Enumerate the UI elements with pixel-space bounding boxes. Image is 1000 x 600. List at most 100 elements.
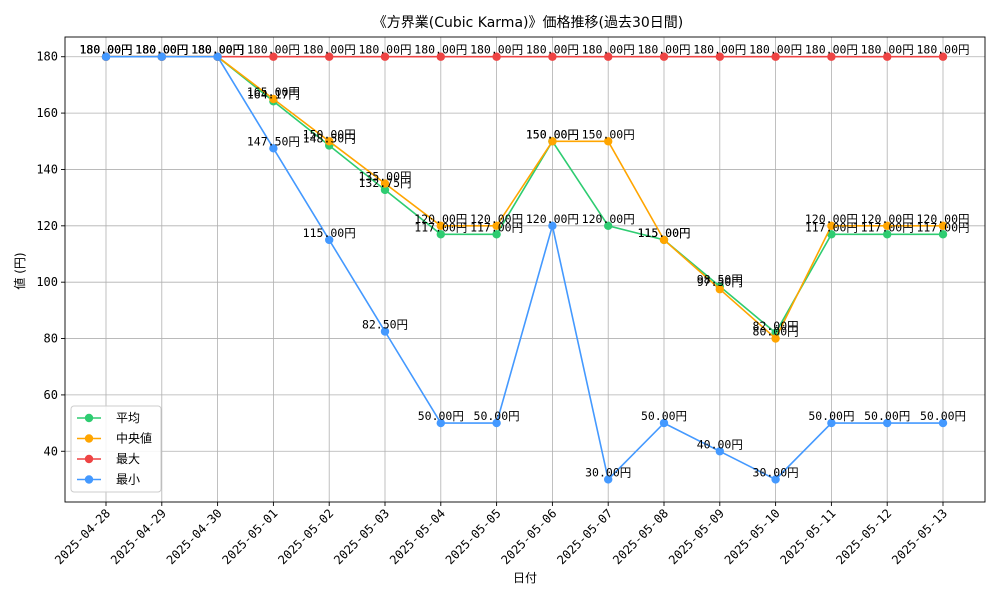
data-label: 180.00円 <box>916 43 969 57</box>
data-label: 97.50円 <box>697 275 743 289</box>
data-point <box>715 285 724 294</box>
data-label: 180.00円 <box>191 43 244 57</box>
legend-item: 最大 <box>77 452 140 466</box>
legend-label: 中央値 <box>116 431 152 446</box>
data-label: 180.00円 <box>135 43 188 57</box>
legend-marker <box>84 475 94 484</box>
legend-item: 中央値 <box>77 431 152 446</box>
series-line <box>106 55 943 482</box>
data-point <box>436 52 445 61</box>
data-point <box>436 418 445 428</box>
legend-marker <box>84 413 94 423</box>
data-point <box>771 52 780 61</box>
data-label: 180.00円 <box>191 43 244 57</box>
legend-label: 平均 <box>116 411 140 425</box>
y-tick-label: 40 <box>44 444 58 458</box>
data-label: 30.00円 <box>585 465 631 479</box>
data-label: 164.17円 <box>247 87 300 101</box>
data-point <box>771 334 780 343</box>
data-label: 180.00円 <box>191 43 244 57</box>
data-point <box>548 137 557 146</box>
data-label: 180.00円 <box>303 43 356 57</box>
data-label: 150.00円 <box>526 127 579 141</box>
data-label: 180.00円 <box>247 43 300 57</box>
data-label: 80.00円 <box>753 325 799 339</box>
data-label: 180.00円 <box>526 43 579 57</box>
y-tick-label: 60 <box>44 388 58 402</box>
data-label: 148.50円 <box>303 132 356 146</box>
data-label: 135.00円 <box>358 170 411 184</box>
chart-title: 《方界業(Cubic Karma)》価格推移(過去30日間) <box>373 15 683 31</box>
data-point <box>325 52 334 61</box>
y-tick-label: 80 <box>44 332 58 346</box>
data-label: 150.00円 <box>303 127 356 141</box>
legend-label: 最大 <box>116 452 140 466</box>
data-label: 147.50円 <box>247 134 300 148</box>
data-point <box>380 327 390 336</box>
y-tick-label: 120 <box>36 219 58 233</box>
data-label: 180.00円 <box>693 43 746 57</box>
data-point <box>938 52 948 61</box>
data-label: 117.00円 <box>805 220 858 234</box>
data-point <box>436 221 445 231</box>
data-label: 115.00円 <box>637 226 690 240</box>
data-label: 180.00円 <box>414 43 467 57</box>
data-point <box>659 418 669 428</box>
data-point <box>492 418 501 428</box>
data-point <box>380 185 390 195</box>
data-point <box>883 418 892 428</box>
data-point <box>380 52 390 61</box>
data-label: 82.50円 <box>362 318 408 332</box>
data-label: 180.00円 <box>749 43 802 57</box>
data-point <box>380 179 390 188</box>
legend-marker <box>84 434 94 443</box>
data-point <box>604 221 613 231</box>
y-axis-label: 値 (円) <box>12 252 27 289</box>
data-labels: 180.00円 180.00円 180.00円164.17円148.50円132.7… <box>79 43 969 480</box>
data-label: 115.00円 <box>637 226 690 240</box>
data-point <box>604 475 613 484</box>
legend-item: 最小 <box>77 473 140 487</box>
data-label: 117.00円 <box>861 220 914 234</box>
data-point <box>715 447 724 456</box>
data-point <box>604 137 613 146</box>
data-label: 50.00円 <box>920 409 966 423</box>
data-label: 150.00円 <box>582 127 635 141</box>
data-label: 30.00円 <box>753 465 799 479</box>
data-label: 98.50円 <box>697 272 743 286</box>
data-point <box>269 52 278 61</box>
data-label: 120.00円 <box>526 212 579 226</box>
data-label: 165.00円 <box>247 85 300 99</box>
legend-label: 最小 <box>116 473 140 487</box>
data-label: 180.00円 <box>358 43 411 57</box>
data-label: 120.00円 <box>916 212 969 226</box>
data-point <box>325 235 334 245</box>
data-label: 115.00円 <box>303 226 356 240</box>
data-point <box>492 52 501 61</box>
data-label: 180.00円 <box>191 43 244 57</box>
data-label: 117.00円 <box>916 220 969 234</box>
legend-item: 平均 <box>77 411 140 425</box>
data-point <box>827 418 836 428</box>
data-label: 180.00円 <box>79 43 132 57</box>
data-label: 120.00円 <box>414 212 467 226</box>
data-point <box>492 230 501 239</box>
data-label: 120.00円 <box>582 212 635 226</box>
y-tick-label: 100 <box>36 275 58 289</box>
data-label: 120.00円 <box>805 212 858 226</box>
series-line <box>106 55 943 340</box>
data-label: 180.00円 <box>135 43 188 57</box>
data-point <box>269 144 278 153</box>
plot-frame <box>64 36 986 503</box>
data-label: 180.00円 <box>637 43 690 57</box>
y-tick-label: 180 <box>36 50 58 64</box>
legend-box <box>70 405 162 493</box>
data-label: 117.00円 <box>470 220 523 234</box>
series-lines <box>101 52 948 484</box>
data-label: 50.00円 <box>418 409 464 423</box>
data-label: 180.00円 <box>135 43 188 57</box>
y-tick-label: 140 <box>36 162 58 176</box>
